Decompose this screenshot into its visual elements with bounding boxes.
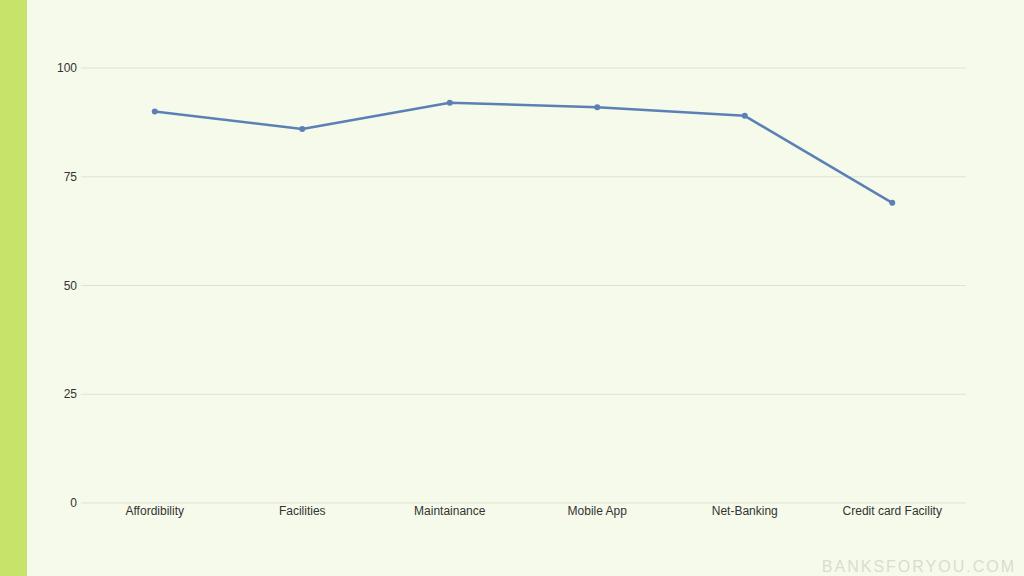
y-tick-label: 75 bbox=[64, 170, 78, 184]
point-marker bbox=[299, 126, 305, 132]
series-group bbox=[152, 100, 896, 206]
x-tick-label: Affordibility bbox=[126, 504, 184, 518]
grid-line bbox=[81, 176, 966, 177]
point-marker bbox=[889, 200, 895, 206]
y-tick-label: 50 bbox=[64, 279, 78, 293]
watermark: BANKSFORYOU.COM bbox=[822, 558, 1016, 575]
grid-line bbox=[81, 503, 966, 504]
chart-svg: 0 25 50 75 100 Affordibility Facilities Maintai… bbox=[0, 0, 1024, 576]
point-marker bbox=[447, 100, 453, 106]
grid-line bbox=[81, 285, 966, 286]
grid-line bbox=[81, 394, 966, 395]
grid-line bbox=[81, 68, 966, 69]
point-marker bbox=[594, 104, 600, 110]
x-tick-label: Credit card Facility bbox=[843, 504, 942, 518]
side-stripe bbox=[0, 0, 27, 576]
point-marker bbox=[742, 113, 748, 119]
y-tick-label: 25 bbox=[64, 387, 78, 401]
x-tick-label: Mobile App bbox=[568, 504, 628, 518]
x-tick-label: Facilities bbox=[279, 504, 326, 518]
x-tick-label: Maintainance bbox=[414, 504, 486, 518]
background bbox=[0, 0, 1024, 576]
chart-root: 0 25 50 75 100 Affordibility Facilities Maintai… bbox=[0, 0, 1024, 576]
y-tick-label: 100 bbox=[57, 61, 77, 75]
series-line bbox=[155, 103, 893, 203]
y-tick-label: 0 bbox=[70, 496, 77, 510]
x-tick-label: Net-Banking bbox=[712, 504, 778, 518]
point-marker bbox=[152, 109, 158, 115]
